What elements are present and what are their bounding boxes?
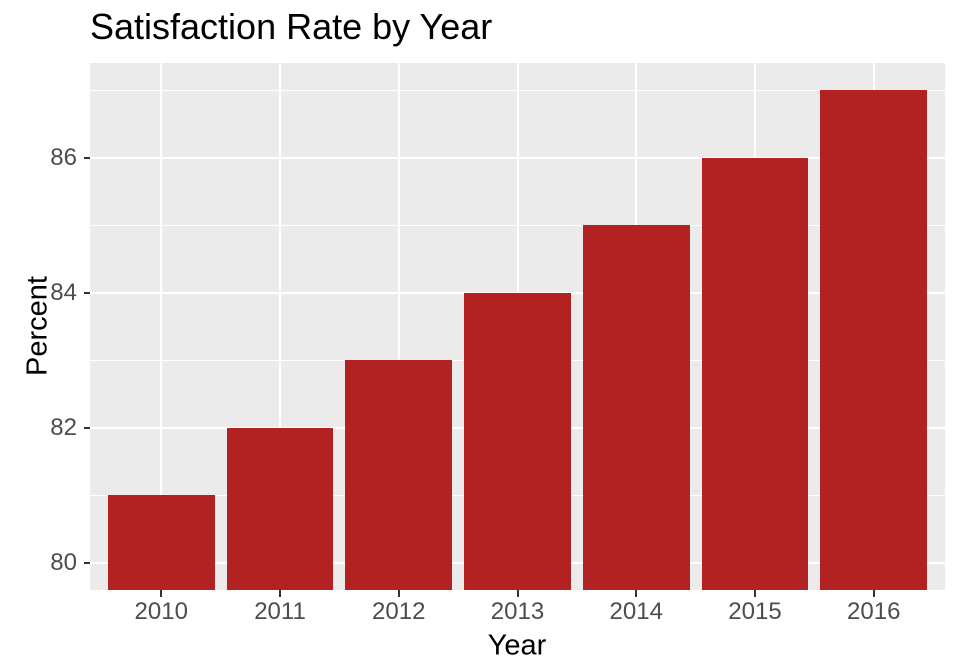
x-tick-label: 2010 [134,598,188,625]
y-tick-mark [84,561,90,564]
bar-2013 [464,292,571,590]
x-tick-label: 2011 [254,598,306,625]
x-axis-title: Year [487,629,547,662]
gridline-major-vertical [397,63,400,590]
bar-2015 [701,157,809,590]
x-tick-label: 2012 [372,598,426,625]
gridline-major-vertical [160,63,163,590]
x-tick-mark [635,590,638,597]
y-tick-label: 82 [50,413,77,441]
x-tick-label: 2015 [728,598,782,625]
x-tick-mark [397,590,400,597]
y-tick-label: 84 [50,278,77,306]
x-tick-label: 2013 [490,598,545,625]
y-tick-mark [84,156,90,159]
x-tick-label: 2016 [847,598,901,625]
x-tick-mark [516,590,519,597]
x-tick-mark [279,590,281,597]
bar-2010 [107,495,215,590]
gridline-major-vertical [279,63,281,590]
y-tick-mark [84,291,90,294]
bar-2011 [226,427,334,590]
y-tick-mark [84,426,90,429]
x-tick-mark [754,590,756,597]
x-tick-mark [160,590,163,597]
bar-2016 [820,90,928,590]
plot-panel [90,63,945,590]
x-tick-mark [872,590,875,597]
x-tick-label: 2014 [609,598,663,625]
bar-2012 [345,360,453,590]
y-tick-label: 86 [50,143,77,171]
chart-title: Satisfaction Rate by Year [90,6,493,47]
y-tick-label: 80 [50,548,77,576]
bar-2014 [582,225,690,590]
